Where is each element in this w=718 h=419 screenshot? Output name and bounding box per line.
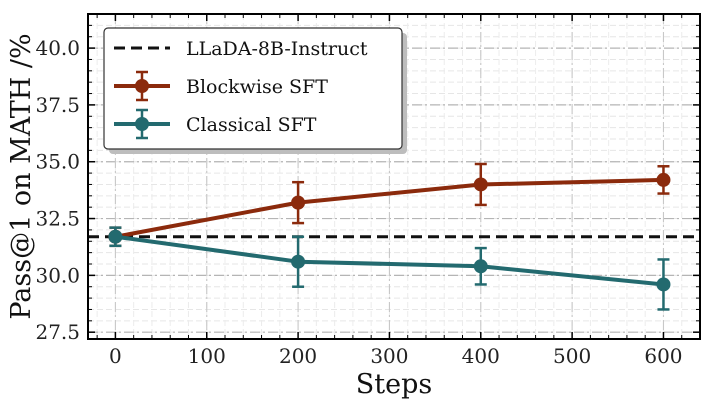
y-tick-label: 27.5	[35, 320, 80, 344]
legend-key-marker	[135, 79, 149, 93]
x-tick-label: 400	[462, 344, 500, 368]
plot-frame	[87, 13, 701, 340]
legend: LLaDA-8B-Instruct Blockwise SFT Classical …	[103, 27, 407, 154]
x-tick-label: 100	[188, 344, 226, 368]
y-tick-label: 35.0	[35, 150, 80, 174]
legend-label-baseline: LLaDA-8B-Instruct	[186, 38, 368, 60]
legend-label: Blockwise SFT	[186, 76, 328, 98]
y-tick-label: 32.5	[35, 207, 80, 231]
y-tick-label: 40.0	[35, 36, 80, 60]
series-line	[113, 177, 666, 239]
legend-label: Classical SFT	[186, 114, 317, 136]
y-tick-label: 37.5	[35, 93, 80, 117]
data-point	[291, 254, 306, 269]
y-axis-title: Pass@1 on MATH /%	[6, 33, 37, 319]
legend-items: LLaDA-8B-Instruct Blockwise SFT Classical …	[114, 38, 368, 140]
series-1	[108, 226, 671, 311]
x-tick-label: 600	[644, 344, 682, 368]
data-point	[473, 177, 488, 192]
data-point	[291, 195, 306, 210]
series-line	[113, 234, 666, 287]
data-point	[656, 277, 671, 292]
y-tick-label: 30.0	[35, 263, 80, 287]
x-tick-label: 200	[279, 344, 317, 368]
series-layer	[108, 162, 671, 311]
data-point	[473, 259, 488, 274]
x-axis-title: Steps	[356, 369, 432, 400]
x-tick-label: 0	[109, 344, 122, 368]
data-point	[108, 229, 123, 244]
data-point	[656, 172, 671, 187]
legend-box	[103, 27, 403, 150]
axis-ticks: 0 100 200 300 400 500 600 27.5 30.0 32.5 35.0 37.5 4…	[35, 13, 701, 368]
x-tick-label: 300	[370, 344, 408, 368]
legend-key-marker	[135, 117, 149, 131]
x-tick-label: 500	[553, 344, 591, 368]
